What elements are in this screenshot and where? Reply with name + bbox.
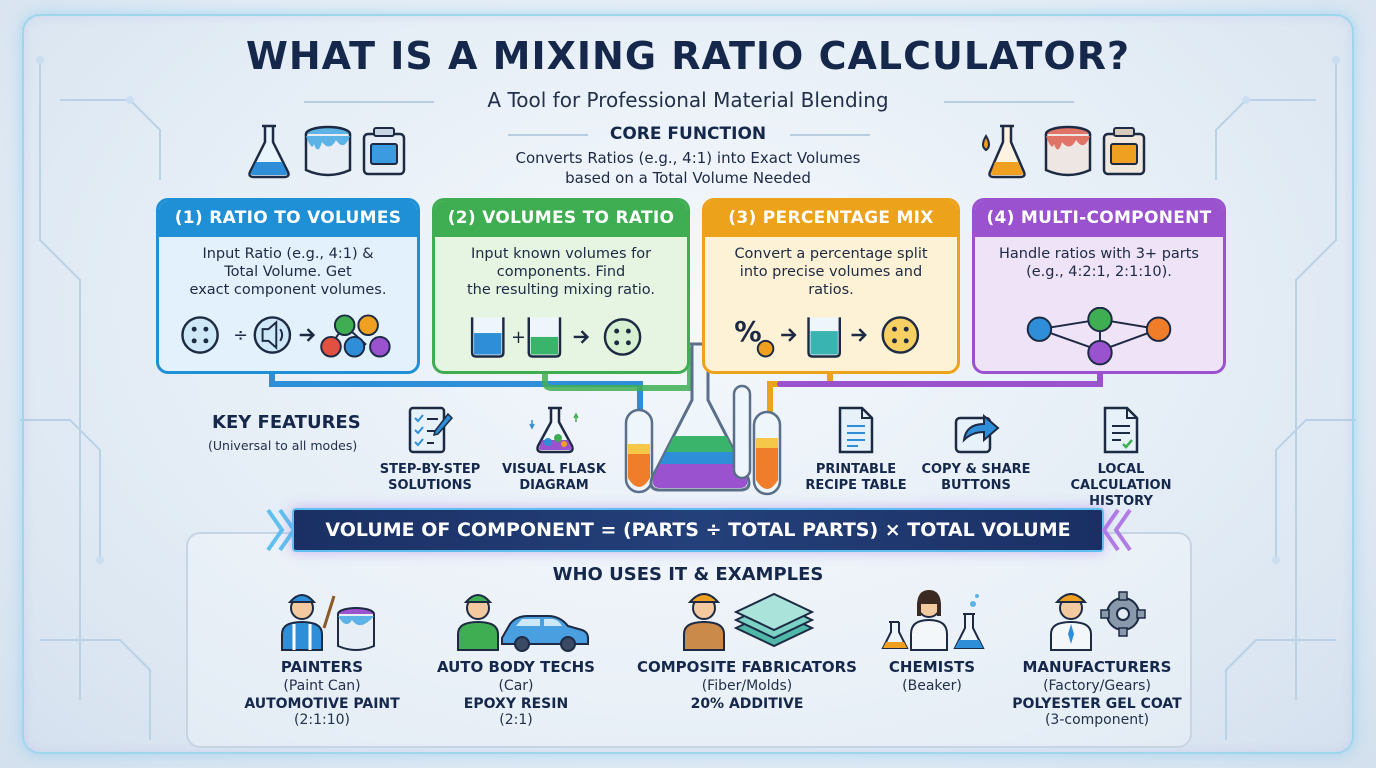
mode-card-volumes-to-ratio[interactable]: (2) VOLUMES TO RATIO Input known volumes…: [432, 198, 690, 374]
divider: [304, 101, 434, 103]
history-document-icon: [1103, 406, 1139, 454]
outer-frame: [22, 14, 1354, 754]
user-role: CHEMISTS: [888, 658, 976, 676]
flask-drop-icon: [982, 124, 1026, 179]
mode-text-line: Input known volumes for: [470, 246, 652, 262]
core-line-2: based on a Total Volume Needed: [565, 169, 811, 187]
feature-label: PRINTABLE RECIPE TABLE: [805, 462, 907, 493]
core-function-label: CORE FUNCTION: [609, 124, 767, 144]
svg-text:÷: ÷: [233, 326, 248, 346]
paint-can-icon: [304, 125, 352, 177]
chevron-right-decor: [1101, 508, 1132, 552]
user-role: PAINTERS: [280, 658, 364, 676]
user-example-ratio: (3-component): [1044, 712, 1150, 728]
volumes-to-ratio-diagram: +: [470, 317, 642, 358]
mode-card-multi-component[interactable]: (4) MULTI-COMPONENT Handle ratios with 3…: [972, 198, 1226, 374]
formula-banner: VOLUME OF COMPONENT = (PARTS ÷ TOTAL PAR…: [292, 508, 1104, 552]
mode-text-line: into precise volumes and ratios.: [739, 264, 923, 298]
mode-title: (2) VOLUMES TO RATIO: [435, 201, 687, 237]
divider: [944, 101, 1074, 103]
user-icon-label: (Fiber/Molds): [701, 678, 793, 694]
user-composite-fabricators: COMPOSITE FABRICATORS (Fiber/Molds) 20% …: [624, 588, 870, 712]
user-icon-label: (Paint Can): [283, 678, 361, 694]
user-example: 20% ADDITIVE: [690, 696, 804, 712]
mode-text-line: exact component volumes.: [189, 282, 387, 298]
user-example-ratio: (2:1:10): [294, 712, 350, 728]
user-role: COMPOSITE FABRICATORS: [636, 658, 857, 676]
flask-icon: [529, 406, 579, 454]
ratio-to-volumes-diagram: ÷: [181, 314, 391, 358]
mode-text-line: Input Ratio (e.g., 4:1) &: [202, 246, 374, 262]
feature-label: STEP-BY-STEP SOLUTIONS: [379, 462, 481, 493]
checklist-icon: [408, 406, 454, 454]
divider: [508, 134, 588, 136]
page-subtitle: A Tool for Professional Material Blendin…: [487, 88, 889, 112]
feature-step-by-step: STEP-BY-STEP SOLUTIONS: [360, 404, 500, 494]
multi-component-diagram: [1026, 307, 1172, 366]
mode-text-line: Handle ratios with 3+ parts: [999, 246, 1199, 262]
page-title: WHAT IS A MIXING RATIO CALCULATOR?: [245, 34, 1131, 78]
user-icon-label: (Beaker): [902, 678, 962, 694]
container-icon: [362, 127, 406, 176]
user-auto-body-techs: AUTO BODY TECHS (Car) EPOXY RESIN (2:1): [406, 588, 626, 728]
user-painters: PAINTERS (Paint Can) AUTOMOTIVE PAINT (2…: [212, 588, 432, 728]
central-flask-icon: [624, 342, 782, 496]
feature-copy-share: COPY & SHARE BUTTONS: [906, 404, 1046, 494]
mode-text-line: the resulting mixing ratio.: [466, 282, 655, 298]
user-chemists: CHEMISTS (Beaker): [822, 588, 1042, 694]
share-icon: [954, 413, 1000, 454]
mode-description: Handle ratios with 3+ parts (e.g., 4:2:1…: [975, 245, 1223, 281]
document-icon: [838, 406, 874, 454]
user-example-ratio: (2:1): [499, 712, 533, 728]
mode-title: (1) RATIO TO VOLUMES: [159, 201, 417, 237]
core-line-1: Converts Ratios (e.g., 4:1) into Exact V…: [515, 149, 861, 167]
divider: [790, 134, 870, 136]
feature-label: COPY & SHARE BUTTONS: [921, 462, 1031, 493]
feature-local-history: LOCAL CALCULATION HISTORY: [1046, 404, 1196, 510]
fabricator-fiber-icon: [683, 592, 815, 651]
mode-card-percentage-mix[interactable]: (3) PERCENTAGE MIX Convert a percentage …: [702, 198, 960, 374]
user-icon-label: (Factory/Gears): [1043, 678, 1151, 694]
mode-card-ratio-to-volumes[interactable]: (1) RATIO TO VOLUMES Input Ratio (e.g., …: [156, 198, 420, 374]
key-features-subtitle: (Universal to all modes): [208, 438, 358, 453]
painter-icon: [281, 594, 375, 651]
users-title: WHO USES IT & EXAMPLES: [552, 564, 824, 585]
mode-text-line: Total Volume. Get: [224, 264, 352, 280]
chemist-beaker-icon: [881, 590, 985, 651]
key-features-title: KEY FEATURES: [212, 412, 361, 433]
feature-label: VISUAL FLASK DIAGRAM: [502, 462, 606, 493]
mode-description: Input Ratio (e.g., 4:1) & Total Volume. …: [159, 245, 417, 299]
user-manufacturers: MANUFACTURERS (Factory/Gears) POLYESTER …: [986, 588, 1208, 728]
user-role: AUTO BODY TECHS: [436, 658, 595, 676]
percentage-mix-diagram: %: [734, 316, 920, 358]
paint-can-icon: [1044, 125, 1092, 177]
container-icon: [1102, 127, 1146, 176]
beaker-flask-icon: [248, 124, 290, 179]
user-example: POLYESTER GEL COAT: [1012, 696, 1182, 712]
mode-title: (4) MULTI-COMPONENT: [975, 201, 1223, 237]
user-role: MANUFACTURERS: [1022, 658, 1172, 676]
mode-description: Input known volumes for components. Find…: [435, 245, 687, 299]
mode-text-line: components. Find: [496, 264, 626, 280]
svg-text:+: +: [511, 328, 526, 348]
core-function-text: Converts Ratios (e.g., 4:1) into Exact V…: [488, 148, 888, 188]
user-icon-label: (Car): [498, 678, 534, 694]
svg-text:%: %: [734, 317, 761, 348]
manufacturer-gear-icon: [1050, 591, 1146, 651]
mode-text-line: (e.g., 4:2:1, 2:1:10).: [1026, 264, 1172, 280]
mode-text-line: Convert a percentage split: [734, 246, 928, 262]
user-example: EPOXY RESIN: [463, 696, 569, 712]
user-example: AUTOMOTIVE PAINT: [244, 696, 400, 712]
feature-label: LOCAL CALCULATION HISTORY: [1070, 462, 1172, 509]
mechanic-car-icon: [457, 594, 589, 652]
mode-title: (3) PERCENTAGE MIX: [705, 201, 957, 237]
feature-printable-recipe: PRINTABLE RECIPE TABLE: [786, 404, 926, 494]
mode-description: Convert a percentage split into precise …: [705, 245, 957, 299]
feature-visual-flask: VISUAL FLASK DIAGRAM: [484, 404, 624, 494]
